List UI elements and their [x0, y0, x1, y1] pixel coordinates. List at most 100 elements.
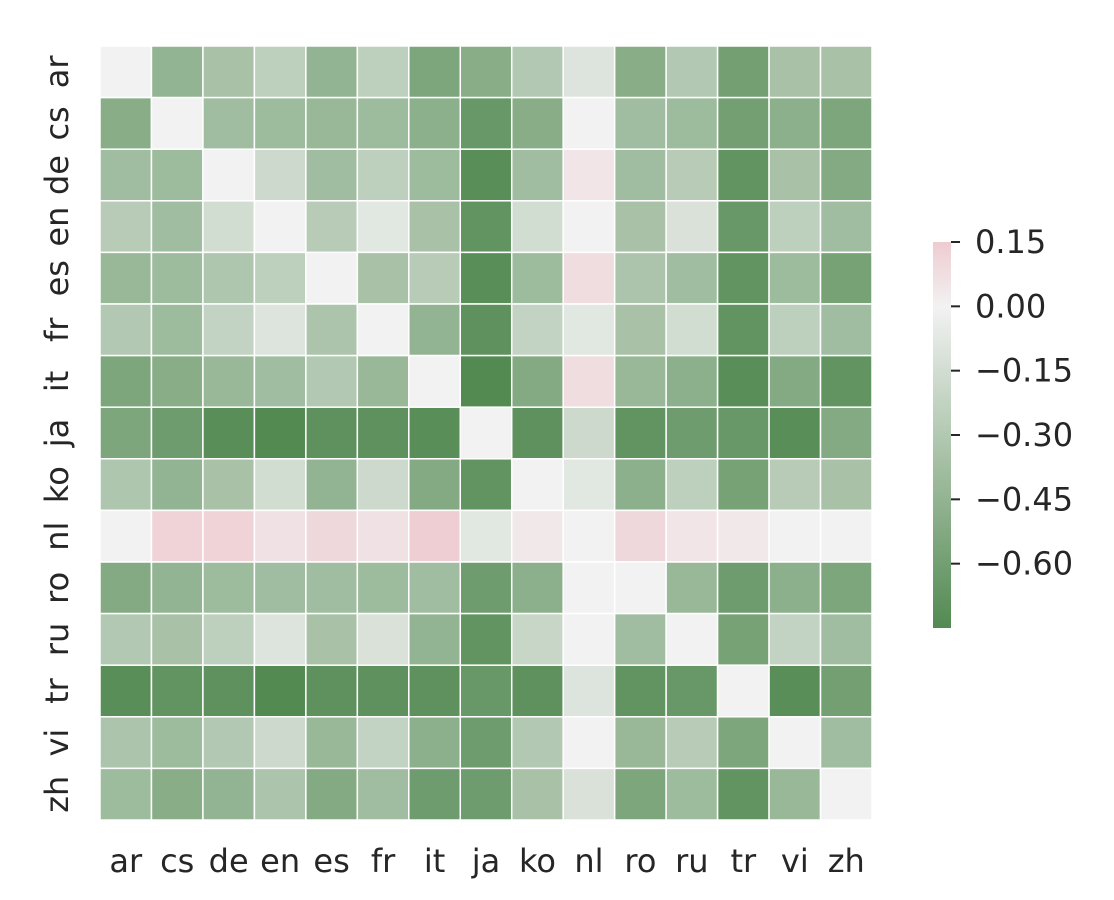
heatmap-cell-cs-ko: [510, 96, 564, 150]
heatmap-cell-it-tr: [716, 354, 770, 408]
heatmap-cell-it-ar: [99, 354, 153, 408]
heatmap-cell-fr-vi: [768, 303, 822, 357]
heatmap-cell-ru-cs: [150, 612, 204, 666]
heatmap-cell-ja-en: [253, 406, 307, 460]
heatmap-cell-ru-ar: [99, 612, 153, 666]
y-tick-label: es: [38, 260, 76, 296]
heatmap-cell-nl-en: [253, 509, 307, 563]
heatmap-cell-cs-it: [408, 96, 462, 150]
heatmap-cell-ar-nl: [562, 45, 616, 99]
x-tick-label: nl: [574, 842, 603, 880]
x-tick-label: zh: [828, 842, 865, 880]
heatmap-cell-nl-it: [408, 509, 462, 563]
heatmap-cell-ja-zh: [819, 406, 873, 460]
heatmap-cell-en-ru: [665, 200, 719, 254]
heatmap-cell-tr-zh: [819, 664, 873, 718]
heatmap-cell-it-fr: [356, 354, 410, 408]
heatmap-cell-cs-fr: [356, 96, 410, 150]
heatmap-cell-ru-fr: [356, 612, 410, 666]
heatmap-cell-en-tr: [716, 200, 770, 254]
y-tick-label: ja: [38, 419, 76, 449]
heatmap-cell-es-zh: [819, 251, 873, 305]
heatmap-cell-vi-ar: [99, 716, 153, 770]
heatmap-cell-ja-ar: [99, 406, 153, 460]
heatmap-cell-vi-nl: [562, 716, 616, 770]
heatmap-cell-ro-ru: [665, 561, 719, 615]
heatmap-cell-it-nl: [562, 354, 616, 408]
heatmap-cell-zh-vi: [768, 767, 822, 821]
heatmap-cell-ja-ru: [665, 406, 719, 460]
heatmap-cell-de-it: [408, 148, 462, 202]
heatmap-cells: [99, 45, 873, 821]
heatmap-cell-nl-nl: [562, 509, 616, 563]
heatmap-cell-fr-ru: [665, 303, 719, 357]
heatmap-cell-es-ro: [613, 251, 667, 305]
heatmap-cell-es-tr: [716, 251, 770, 305]
colorbar-tick-label: 0.15: [975, 223, 1046, 261]
x-tick-label: tr: [730, 842, 757, 880]
heatmap-cell-vi-tr: [716, 716, 770, 770]
heatmap-cell-es-ru: [665, 251, 719, 305]
heatmap-cell-zh-zh: [819, 767, 873, 821]
heatmap-cell-ar-ja: [459, 45, 513, 99]
heatmap-cell-de-nl: [562, 148, 616, 202]
colorbar-ticks: 0.15 0.00 −0.15 −0.30 −0.45 −0.60: [951, 223, 1073, 583]
heatmap-cell-ro-cs: [150, 561, 204, 615]
heatmap-cell-ru-de: [202, 612, 256, 666]
y-tick-label: de: [38, 155, 76, 195]
heatmap-cell-ru-ko: [510, 612, 564, 666]
heatmap-cell-ro-ar: [99, 561, 153, 615]
heatmap-cell-ko-vi: [768, 458, 822, 512]
heatmap-cell-ko-en: [253, 458, 307, 512]
heatmap-cell-zh-tr: [716, 767, 770, 821]
heatmap-cell-cs-cs: [150, 96, 204, 150]
heatmap-cell-zh-en: [253, 767, 307, 821]
heatmap-cell-en-en: [253, 200, 307, 254]
heatmap-cell-ko-ko: [510, 458, 564, 512]
heatmap-cell-vi-ja: [459, 716, 513, 770]
heatmap-cell-ja-cs: [150, 406, 204, 460]
y-tick-label: fr: [38, 317, 76, 342]
heatmap-cell-ko-ro: [613, 458, 667, 512]
heatmap-cell-fr-nl: [562, 303, 616, 357]
heatmap-cell-tr-tr: [716, 664, 770, 718]
x-tick-labels: ar cs de en es fr it ja ko nl ro ru tr vi zh: [109, 842, 864, 880]
heatmap-cell-es-vi: [768, 251, 822, 305]
heatmap-cell-ko-ja: [459, 458, 513, 512]
heatmap-cell-ru-tr: [716, 612, 770, 666]
heatmap-cell-de-es: [305, 148, 359, 202]
heatmap-cell-ro-ro: [613, 561, 667, 615]
heatmap-cell-tr-ko: [510, 664, 564, 718]
heatmap-cell-es-nl: [562, 251, 616, 305]
heatmap-cell-nl-ru: [665, 509, 719, 563]
heatmap-cell-tr-ja: [459, 664, 513, 718]
heatmap-cell-es-ko: [510, 251, 564, 305]
heatmap-cell-nl-ar: [99, 509, 153, 563]
heatmap-cell-nl-de: [202, 509, 256, 563]
heatmap-cell-fr-zh: [819, 303, 873, 357]
y-tick-label: nl: [38, 522, 76, 551]
heatmap-cell-zh-ko: [510, 767, 564, 821]
y-tick-label: tr: [38, 677, 76, 704]
heatmap-cell-tr-it: [408, 664, 462, 718]
colorbar-tick-label: 0.00: [975, 287, 1046, 325]
heatmap-cell-ar-ru: [665, 45, 719, 99]
heatmap-cell-ro-ko: [510, 561, 564, 615]
heatmap-cell-zh-ru: [665, 767, 719, 821]
heatmap-cell-it-ro: [613, 354, 667, 408]
heatmap-cell-cs-de: [202, 96, 256, 150]
heatmap-cell-cs-ru: [665, 96, 719, 150]
heatmap-cell-it-en: [253, 354, 307, 408]
heatmap-cell-ru-ja: [459, 612, 513, 666]
heatmap-cell-es-es: [305, 251, 359, 305]
heatmap-cell-ar-it: [408, 45, 462, 99]
heatmap-cell-ar-es: [305, 45, 359, 99]
heatmap-cell-ar-ro: [613, 45, 667, 99]
heatmap-cell-zh-ro: [613, 767, 667, 821]
heatmap-cell-ja-nl: [562, 406, 616, 460]
heatmap-cell-it-cs: [150, 354, 204, 408]
heatmap-cell-vi-de: [202, 716, 256, 770]
colorbar-tick-label: −0.30: [975, 416, 1073, 454]
heatmap-cell-vi-en: [253, 716, 307, 770]
